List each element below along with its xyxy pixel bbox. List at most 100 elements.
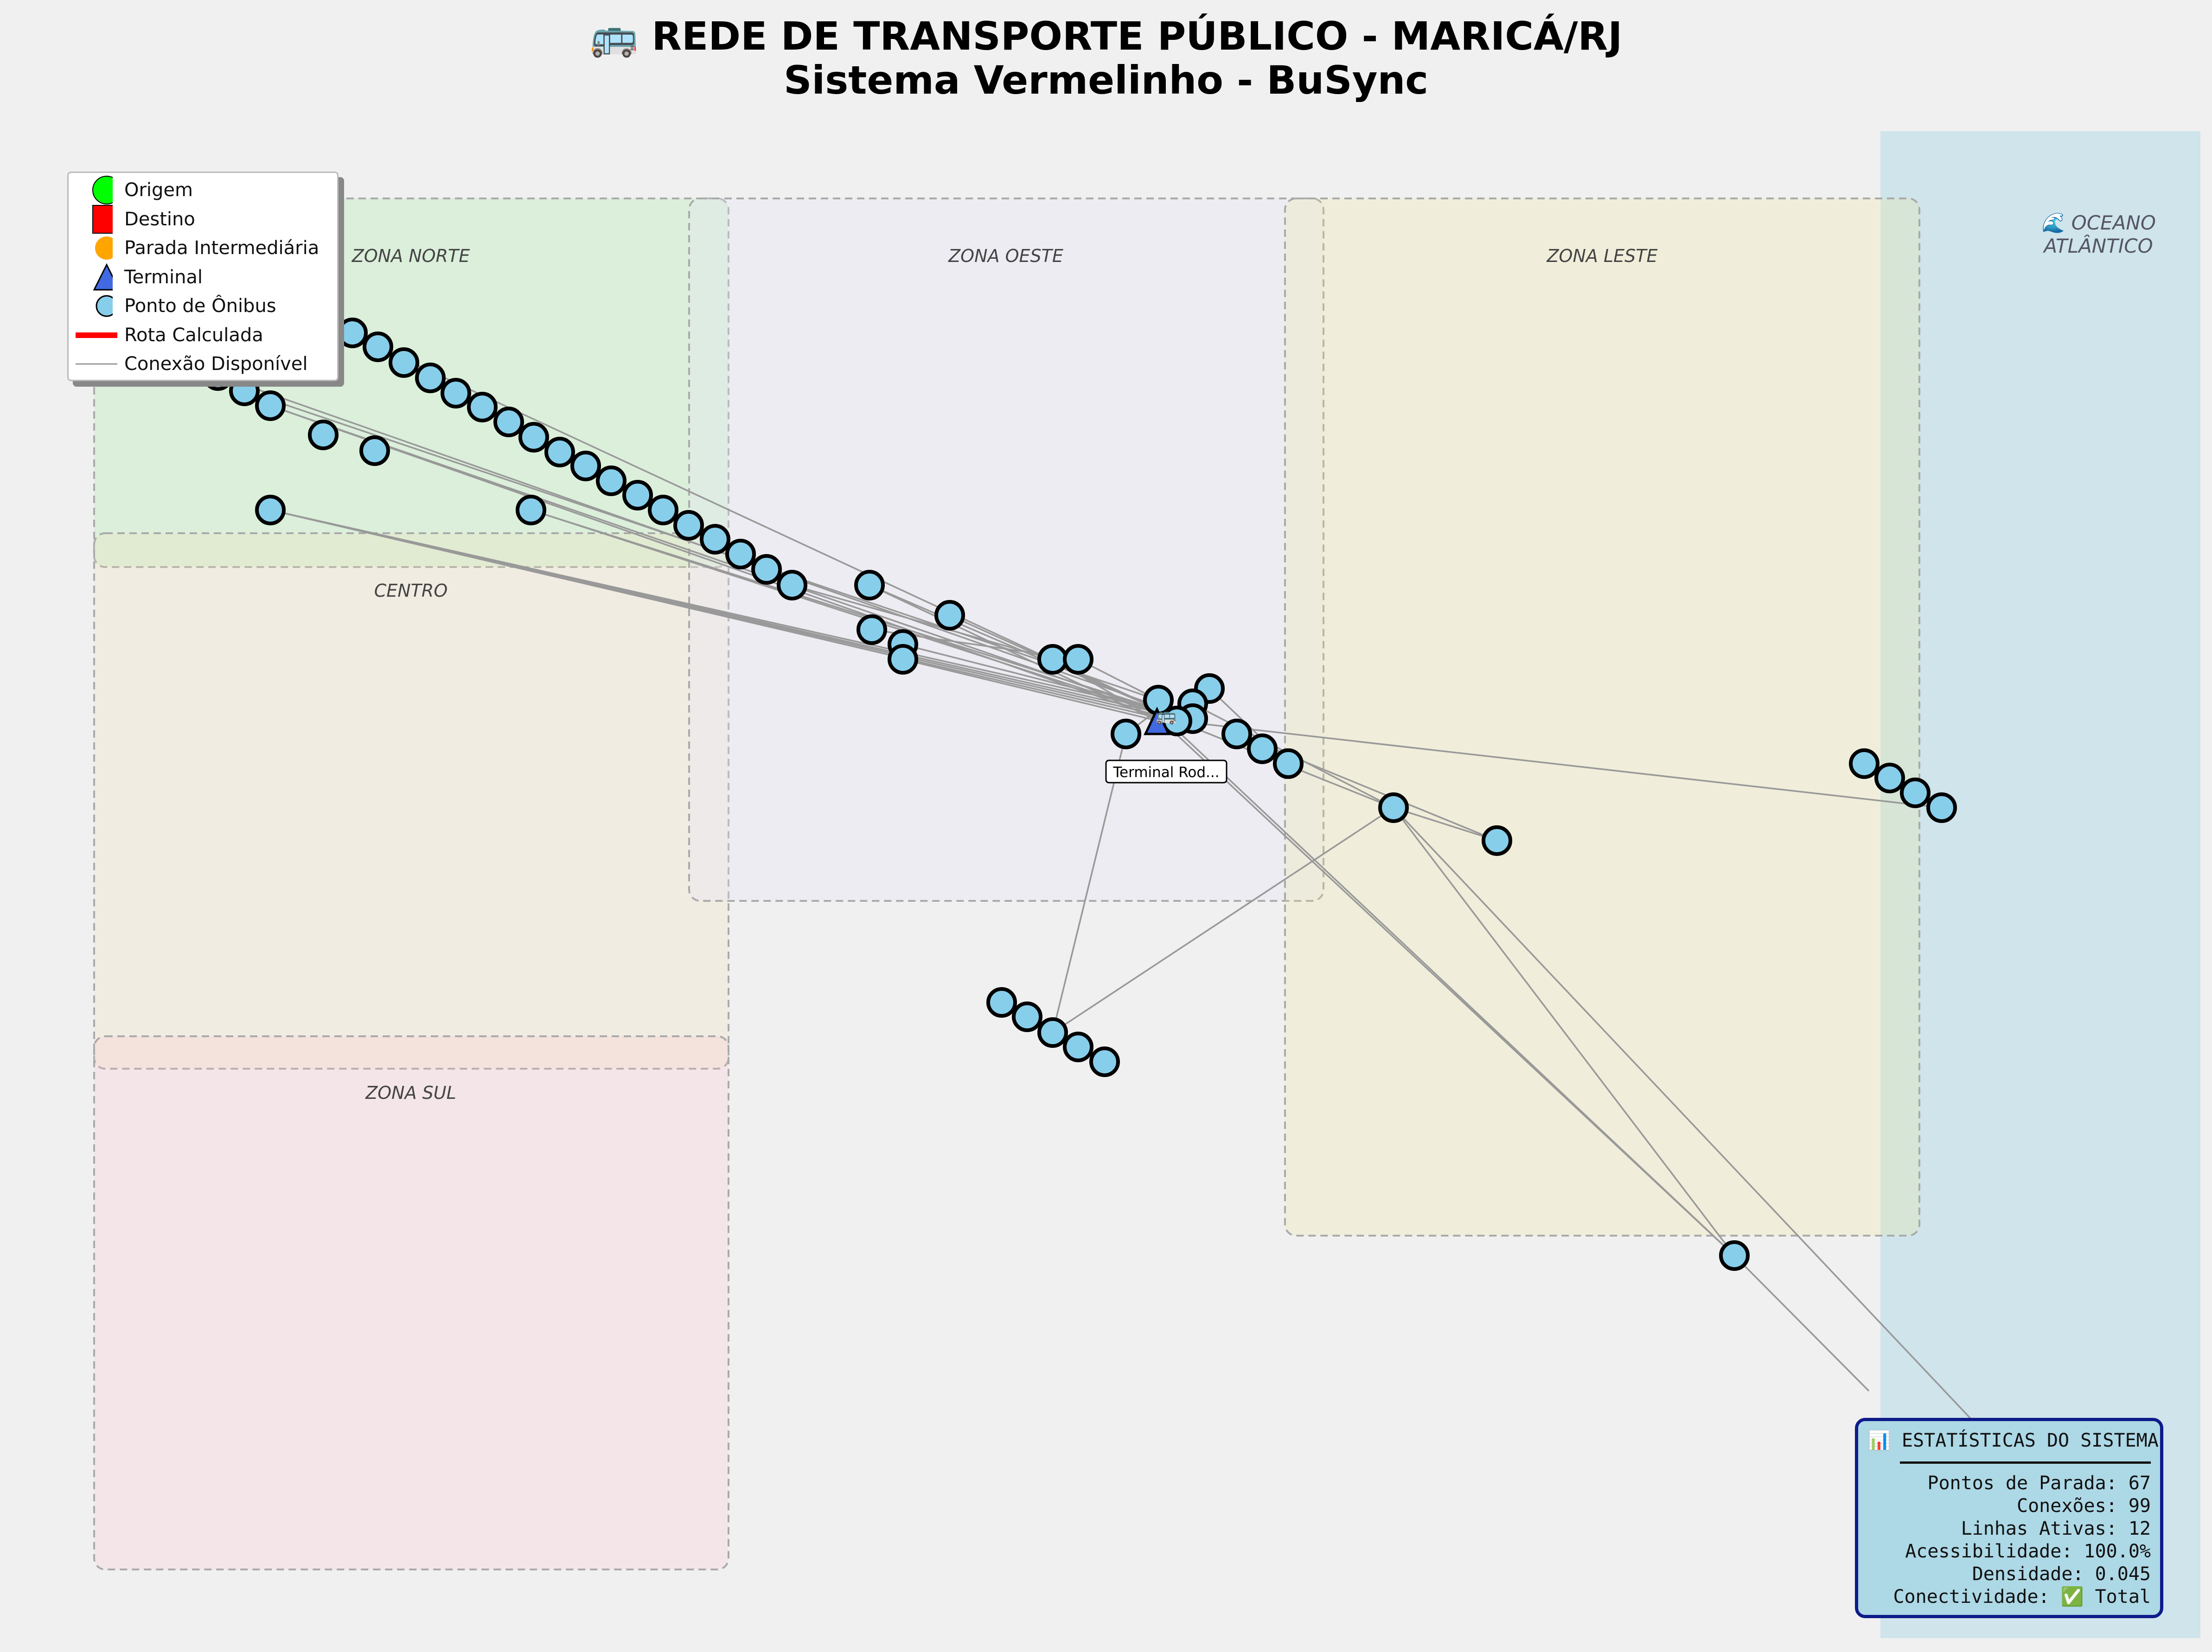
bus-stop-marker[interactable] [1874, 763, 1905, 793]
ocean-label-line1: 🌊 OCEANO [2040, 211, 2156, 234]
bus-stop-marker[interactable] [493, 407, 524, 437]
stats-title: 📊 ESTATÍSTICAS DO SISTEMA [1867, 1430, 2159, 1451]
bus-stop-marker[interactable] [1378, 792, 1409, 823]
connection-line [1393, 807, 1972, 1420]
bus-stop-marker[interactable] [751, 554, 782, 585]
stats-connectivity: Conectividade: ✅ Total [1893, 1586, 2151, 1607]
legend-label: Conexão Disponível [124, 353, 308, 375]
stats-active-lines: Linhas Ativas: 12 [1961, 1518, 2151, 1539]
connection-line [1176, 734, 1735, 1257]
ocean-area [1880, 131, 2200, 1638]
bus-stop-marker[interactable] [389, 347, 419, 378]
bus-stop-marker[interactable] [1247, 734, 1278, 764]
bus-stop-marker[interactable] [1063, 644, 1093, 675]
connection-line [1393, 807, 1497, 842]
terminal-label: Terminal Rod... [1112, 764, 1219, 781]
page-title: 🚌 REDE DE TRANSPORTE PÚBLICO - MARICÁ/RJ [589, 13, 1623, 59]
bus-stop-marker[interactable] [544, 437, 575, 467]
terminal-label-box: Terminal Rod... [1105, 759, 1227, 784]
bus-stop-marker[interactable] [622, 480, 653, 510]
bus-stop-marker[interactable] [1482, 825, 1512, 856]
bus-stop-marker[interactable] [308, 420, 339, 450]
connection-line [1176, 720, 1942, 809]
connection-line [1052, 734, 1127, 1033]
zone-label-leste: ZONA LESTE [1547, 246, 1658, 266]
bus-stop-marker[interactable] [725, 539, 756, 569]
map-legend: Origem Destino Parada Intermediária Term… [67, 172, 339, 381]
zones [93, 198, 1920, 1570]
connection-line [270, 405, 1178, 720]
connection-line [531, 509, 1178, 721]
zone-label-centro: CENTRO [374, 580, 448, 601]
bus-stop-marker[interactable] [570, 451, 601, 481]
system-stats-panel: 📊 ESTATÍSTICAS DO SISTEMA Pontos de Para… [1855, 1418, 2163, 1618]
bus-stop-marker[interactable] [648, 495, 678, 525]
ocean-label-line2: ATLÂNTICO [2042, 234, 2153, 257]
connection-line [270, 509, 1206, 724]
terminal-triangle-icon[interactable] [1144, 707, 1170, 735]
connection-line [902, 658, 1159, 722]
stop-circle-icon [69, 234, 124, 262]
connection-line [270, 509, 1192, 727]
legend-item-ponto: Ponto de Ônibus [69, 292, 337, 321]
bus-stop-marker[interactable] [1221, 719, 1252, 749]
bus-stop-marker[interactable] [854, 570, 885, 600]
bus-stop-marker[interactable] [1063, 1032, 1093, 1062]
bus-stop-marker[interactable] [1926, 792, 1957, 823]
bus-stop-marker[interactable] [986, 987, 1017, 1018]
bus-stop-marker[interactable] [777, 570, 807, 600]
page-subtitle: Sistema Vermelinho - BuSync [783, 57, 1429, 103]
stats-accessibility: Acessibilidade: 100.0% [1905, 1541, 2151, 1562]
bus-stop-marker[interactable] [1089, 1046, 1120, 1077]
zone-label-norte: ZONA NORTE [352, 246, 470, 266]
stats-stops: Pontos de Parada: 67 [1927, 1473, 2151, 1494]
legend-item-rota: Rota Calculada [69, 321, 337, 350]
bus-stop-marker[interactable] [1037, 644, 1068, 675]
bus-stop-marker[interactable] [1900, 778, 1931, 808]
bus-stop-marker[interactable] [518, 422, 549, 453]
bus-stop-marker[interactable] [888, 644, 918, 675]
legend-label: Rota Calculada [124, 324, 263, 346]
legend-label: Terminal [124, 266, 203, 288]
bus-stop-marker[interactable] [415, 363, 446, 393]
bus-stop-marker[interactable] [1719, 1240, 1750, 1271]
bus-stop-marker[interactable] [596, 466, 627, 496]
route-line-icon [69, 321, 124, 350]
bus-stop-marker[interactable] [934, 600, 965, 631]
bus-stop-marker[interactable] [1012, 1001, 1042, 1032]
bus-stop-marker[interactable] [857, 614, 887, 645]
bus-stop-marker[interactable] [255, 390, 286, 421]
bus-stop-marker[interactable] [255, 495, 286, 525]
bus-stop-marker[interactable] [516, 495, 546, 525]
legend-label: Destino [124, 208, 195, 230]
legend-label: Parada Intermediária [124, 237, 320, 259]
bus-stop-marker[interactable] [1273, 748, 1304, 779]
legend-item-conexao: Conexão Disponível [69, 350, 337, 379]
zone-label-sul: ZONA SUL [365, 1083, 456, 1103]
bus-stop-marker[interactable] [1111, 719, 1141, 749]
terminal-marker[interactable]: 🚌 [1144, 706, 1176, 735]
stats-density: Densidade: 0.045 [1972, 1563, 2151, 1585]
zone-label-oeste: ZONA OESTE [948, 246, 1063, 266]
bus-stop-marker[interactable] [1849, 748, 1880, 779]
bus-stop-marker[interactable] [441, 378, 471, 408]
stats-divider [1900, 1461, 2151, 1464]
bus-stop-marker[interactable] [229, 376, 260, 406]
legend-item-destino: Destino [69, 204, 337, 234]
bus-stop-marker[interactable] [363, 332, 393, 362]
bus-stop-marker[interactable] [1037, 1017, 1068, 1048]
bus-stop-marker[interactable] [467, 392, 498, 422]
bus-stop-marker[interactable] [673, 510, 704, 541]
origin-circle-icon [69, 176, 124, 205]
bus-stop-marker[interactable] [337, 318, 368, 348]
legend-item-origem: Origem [69, 176, 337, 205]
terminal-triangle-icon [69, 263, 124, 292]
zone-oeste [688, 198, 1324, 902]
zone-leste [1284, 198, 1920, 1237]
connection-line [902, 644, 1159, 710]
bus-stop-marker[interactable] [700, 524, 730, 555]
zone-centro [93, 532, 729, 1070]
legend-item-terminal: Terminal [69, 263, 337, 292]
bus-stop-marker[interactable] [359, 435, 390, 466]
